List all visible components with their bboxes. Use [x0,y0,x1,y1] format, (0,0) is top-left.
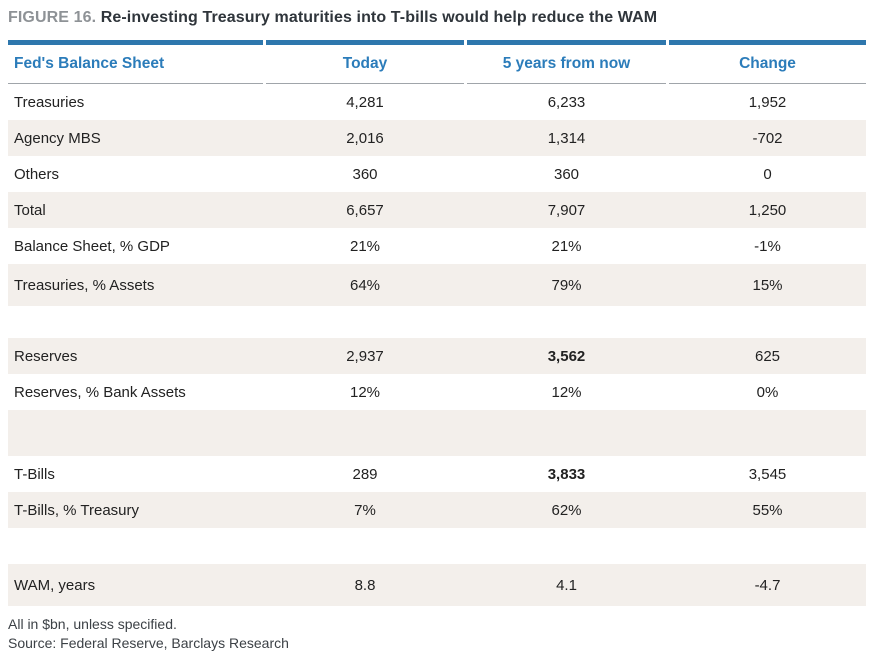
figure-label: FIGURE 16. [8,9,97,26]
cell-change: 625 [754,347,781,365]
table-top-rule [8,40,866,45]
row-label: Reserves [14,347,78,365]
cell-5-years: 4.1 [556,576,577,594]
cell-change: 55% [752,501,783,519]
cell-today: 64% [349,276,381,294]
cell-today: 4,281 [346,93,384,111]
top-rule-segment [669,40,866,45]
row-label: Reserves, % Bank Assets [14,383,186,401]
table-row: Agency MBS 2,016 1,314 -702 [8,120,866,156]
cell-5-years: 21% [551,237,582,255]
table-row: Treasuries, % Assets 64% 79% 15% [8,264,866,306]
cell-today: 2,016 [346,129,384,147]
figure-title-text: Re-investing Treasury maturities into T-… [100,9,658,26]
top-rule-segment [467,40,666,45]
table-body: Treasuries 4,281 6,233 1,952 Agency MBS … [8,84,866,606]
cell-today: 360 [352,165,378,183]
cell-today: 21% [349,237,381,255]
cell-5-years: 1,314 [547,129,586,147]
cell-change: 1,952 [748,93,787,111]
top-rule-segment [8,40,263,45]
header-rule-segment [266,83,464,84]
cell-change: -1% [754,237,781,255]
row-label: Others [14,165,60,183]
row-label: Total [14,201,46,219]
column-header-balance-sheet: Fed's Balance Sheet [14,55,165,72]
cell-today: 2,937 [346,347,384,365]
cell-5-years: 3,833 [547,465,586,483]
row-label: Balance Sheet, % GDP [14,237,170,255]
cell-change: 1,250 [748,201,787,219]
cell-5-years: 7,907 [547,201,586,219]
cell-change: 0 [763,165,772,183]
cell-today: 289 [352,465,378,483]
header-rule-segment [669,83,866,84]
cell-change: 15% [752,276,783,294]
cell-today: 7% [354,501,376,519]
row-label: T-Bills [14,465,55,483]
header-rule-segment [8,83,263,84]
table-row: T-Bills, % Treasury 7% 62% 55% [8,492,866,528]
cell-5-years: 6,233 [547,93,586,111]
table-row: Reserves 2,937 3,562 625 [8,338,866,374]
column-header-5-years: 5 years from now [502,55,631,72]
cell-change: -702 [752,129,783,147]
table-row: WAM, years 8.8 4.1 -4.7 [8,564,866,606]
table-row: T-Bills 289 3,833 3,545 [8,456,866,492]
cell-5-years: 62% [551,501,582,519]
cell-change: 3,545 [748,465,787,483]
table-header-row: Fed's Balance Sheet Today 5 years from n… [8,45,866,83]
table-row [8,410,866,456]
figure-title: FIGURE 16. Re-investing Treasury maturit… [8,7,866,29]
row-label: WAM, years [14,576,96,594]
table-row [8,528,866,564]
table-row: Treasuries 4,281 6,233 1,952 [8,84,866,120]
footnote-source: Source: Federal Reserve, Barclays Resear… [8,635,289,651]
cell-change: 0% [756,383,779,401]
column-header-today: Today [342,55,388,72]
cell-5-years: 360 [553,165,580,183]
row-label: Agency MBS [14,129,101,147]
table-row: Reserves, % Bank Assets 12% 12% 0% [8,374,866,410]
cell-today: 12% [349,383,381,401]
cell-5-years: 79% [551,276,582,294]
header-rule-segment [467,83,666,84]
row-label: T-Bills, % Treasury [14,501,140,519]
column-header-change: Change [739,55,796,72]
table-row: Others 360 360 0 [8,156,866,192]
cell-change: -4.7 [754,576,781,594]
top-rule-segment [266,40,464,45]
footnotes: All in $bn, unless specified. Source: Fe… [8,615,866,653]
table-row [8,306,866,338]
cell-5-years: 12% [551,383,582,401]
cell-today: 8.8 [354,576,376,594]
footnote-units: All in $bn, unless specified. [8,616,177,632]
table-row: Total 6,657 7,907 1,250 [8,192,866,228]
cell-5-years: 3,562 [547,347,586,365]
table-row: Balance Sheet, % GDP 21% 21% -1% [8,228,866,264]
cell-today: 6,657 [346,201,384,219]
table-header-rule [8,83,866,84]
row-label: Treasuries, % Assets [14,276,155,294]
row-label: Treasuries [14,93,85,111]
